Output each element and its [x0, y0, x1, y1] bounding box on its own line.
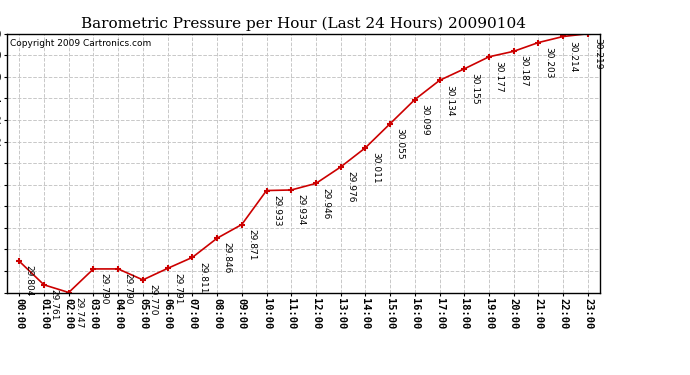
- Text: 30.219: 30.219: [593, 38, 602, 69]
- Text: 29.934: 29.934: [297, 194, 306, 225]
- Text: 30.055: 30.055: [395, 128, 405, 159]
- Text: 29.761: 29.761: [50, 289, 59, 321]
- Text: 29.871: 29.871: [247, 229, 257, 260]
- Text: 29.811: 29.811: [198, 262, 207, 293]
- Text: 30.203: 30.203: [544, 47, 553, 78]
- Text: 30.214: 30.214: [569, 40, 578, 72]
- Title: Barometric Pressure per Hour (Last 24 Hours) 20090104: Barometric Pressure per Hour (Last 24 Ho…: [81, 17, 526, 31]
- Text: 29.946: 29.946: [322, 188, 331, 219]
- Text: 29.747: 29.747: [75, 297, 83, 328]
- Text: 29.846: 29.846: [223, 242, 232, 274]
- Text: 30.134: 30.134: [445, 84, 454, 116]
- Text: 29.790: 29.790: [124, 273, 132, 304]
- Text: 29.804: 29.804: [25, 266, 34, 297]
- Text: 29.976: 29.976: [346, 171, 355, 202]
- Text: 30.099: 30.099: [420, 104, 429, 135]
- Text: 30.155: 30.155: [470, 73, 479, 105]
- Text: 29.791: 29.791: [173, 273, 182, 304]
- Text: 30.177: 30.177: [495, 61, 504, 93]
- Text: 29.770: 29.770: [148, 284, 157, 315]
- Text: Copyright 2009 Cartronics.com: Copyright 2009 Cartronics.com: [10, 39, 151, 48]
- Text: 29.933: 29.933: [272, 195, 281, 226]
- Text: 29.790: 29.790: [99, 273, 108, 304]
- Text: 30.011: 30.011: [371, 152, 380, 184]
- Text: 30.187: 30.187: [520, 56, 529, 87]
